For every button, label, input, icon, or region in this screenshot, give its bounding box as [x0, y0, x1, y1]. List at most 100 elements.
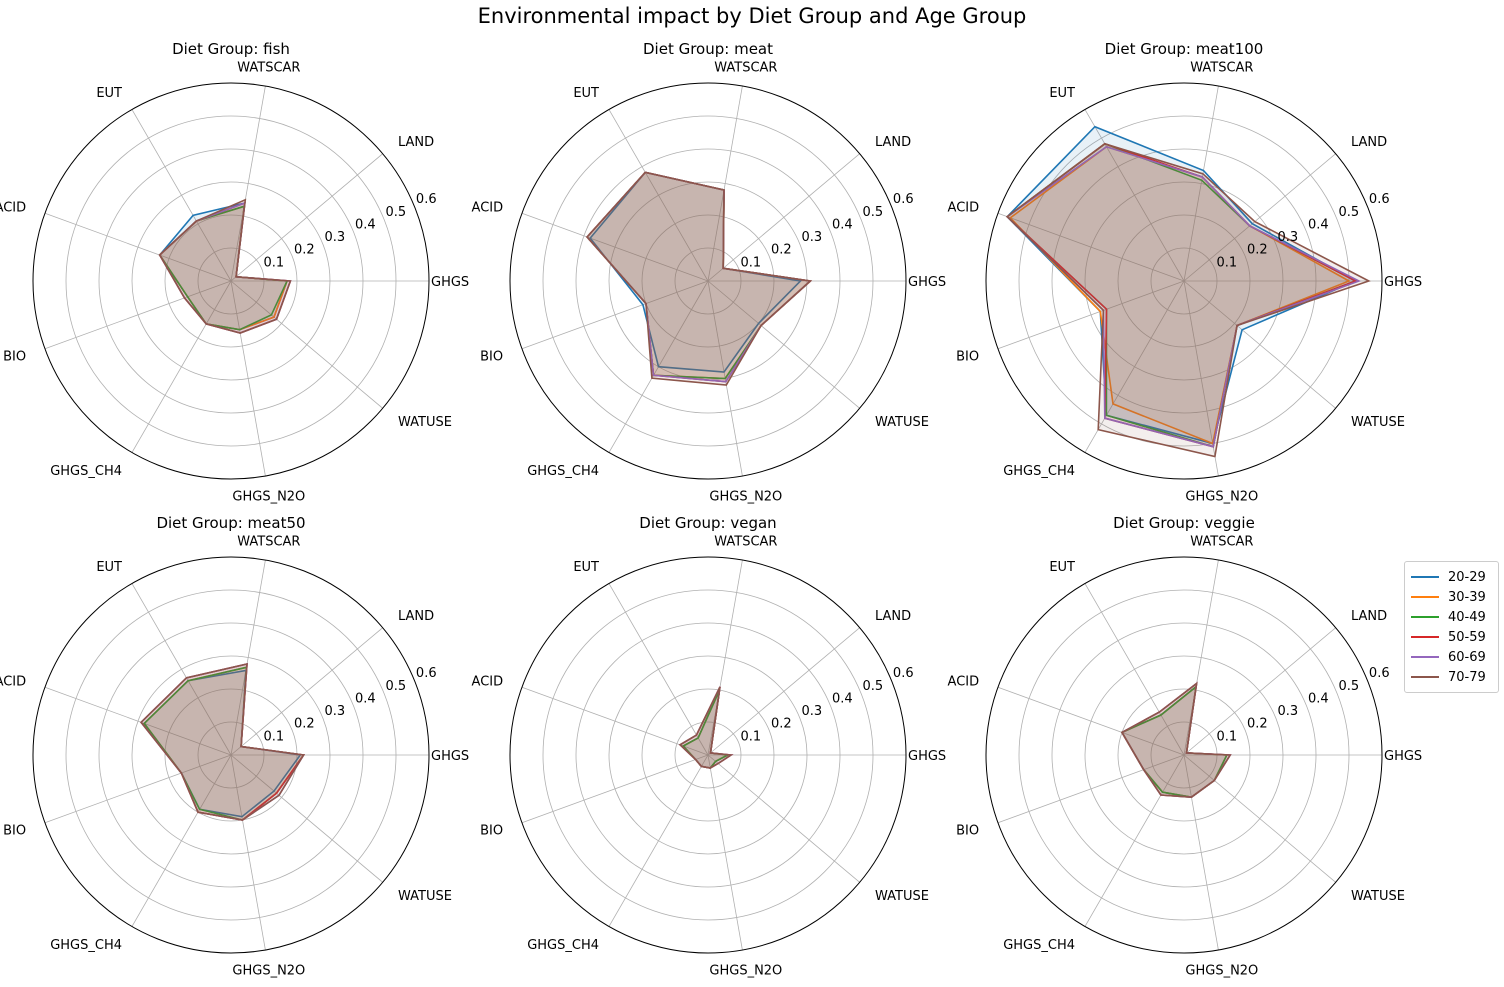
- axis-label: BIO: [3, 350, 26, 365]
- polar-frame: [32, 82, 430, 480]
- radial-tick-label: 0.4: [832, 691, 853, 706]
- radial-tick-label: 0.5: [862, 679, 883, 694]
- radial-tick-label: 0.5: [1338, 679, 1359, 694]
- axis-label: WATUSE: [398, 415, 452, 430]
- axis-spoke: [1183, 754, 1336, 883]
- legend-swatch: [1411, 676, 1439, 678]
- radial-tick-label: 0.1: [1216, 729, 1237, 744]
- polar-frame: [509, 556, 907, 954]
- legend-swatch: [1411, 656, 1439, 658]
- radial-tick-label: 0.3: [324, 704, 345, 719]
- panel-title: Diet Group: veggie: [1113, 514, 1255, 532]
- series-70-79: [586, 171, 813, 386]
- radial-tick-label: 0.3: [324, 230, 345, 245]
- axis-spoke: [997, 754, 1185, 824]
- axis-label: ACID: [948, 200, 980, 215]
- legend-label: 30-39: [1448, 589, 1486, 605]
- axis-spoke: [997, 686, 1185, 756]
- axis-spoke: [707, 754, 860, 883]
- axis-spoke: [131, 754, 232, 927]
- axis-label: GHGS_N2O: [709, 964, 782, 979]
- axis-label: ACID: [472, 200, 504, 215]
- legend-item: 70-79: [1411, 667, 1486, 687]
- axis-spoke: [131, 109, 232, 282]
- legend-item: 30-39: [1411, 587, 1486, 607]
- axis-label: WATSCAR: [1190, 534, 1253, 549]
- axis-label: LAND: [398, 135, 434, 150]
- axis-spoke: [1084, 109, 1185, 282]
- legend-label: 70-79: [1448, 669, 1486, 685]
- axis-label: GHGS_CH4: [527, 464, 599, 479]
- radial-tick-label: 0.1: [740, 729, 761, 744]
- radial-tick-label: 0.1: [1216, 255, 1237, 270]
- radial-tick-label: 0.2: [294, 717, 315, 732]
- axis-spoke: [608, 109, 709, 282]
- legend-label: 50-59: [1448, 629, 1486, 645]
- radial-tick-label: 0.5: [385, 679, 406, 694]
- radial-tick-label: 0.4: [832, 217, 853, 232]
- radial-tick-label: 0.3: [1277, 704, 1298, 719]
- radial-tick-label: 0.2: [1247, 717, 1268, 732]
- axis-spoke: [997, 212, 1185, 282]
- axis-label: LAND: [875, 135, 911, 150]
- axis-spoke: [707, 280, 860, 409]
- axis-spoke: [997, 280, 1185, 350]
- legend-item: 40-49: [1411, 607, 1486, 627]
- legend-item: 20-29: [1411, 567, 1486, 587]
- axis-label: LAND: [875, 609, 911, 624]
- radial-tick-label: 0.4: [1308, 691, 1329, 706]
- panel-title: Diet Group: meat100: [1105, 40, 1264, 58]
- axis-label: GHGS_N2O: [1185, 490, 1258, 505]
- axis-label: WATSCAR: [237, 60, 300, 75]
- axis-spoke: [131, 280, 232, 453]
- radial-tick-label: 0.6: [416, 666, 437, 681]
- legend-item: 50-59: [1411, 627, 1486, 647]
- radar-panel: 0.1 0.2 0.3 0.4 0.5 0.6 GHGS LAND WATSCAR EUT ACID…: [0, 514, 469, 979]
- radial-tick-label: 0.5: [1338, 205, 1359, 220]
- radial-tick-label: 0.2: [1247, 243, 1268, 258]
- legend-item: 60-69: [1411, 647, 1486, 667]
- axis-spoke: [44, 754, 232, 824]
- radar-panel: 0.1 0.2 0.3 0.4 0.5 0.6 GHGS LAND WATSCAR EUT ACID…: [472, 514, 947, 979]
- radial-tick-label: 0.6: [416, 192, 437, 207]
- radial-tick-label: 0.1: [263, 729, 284, 744]
- axis-spoke: [608, 754, 709, 927]
- axis-label: GHGS: [431, 749, 469, 764]
- series-70-79: [678, 686, 734, 769]
- axis-label: GHGS: [1384, 275, 1422, 290]
- axis-spoke: [1183, 754, 1219, 951]
- axis-label: ACID: [0, 200, 26, 215]
- polar-frame: [509, 82, 907, 480]
- axis-spoke: [1084, 754, 1185, 927]
- legend-label: 20-29: [1448, 569, 1486, 585]
- axis-spoke: [230, 280, 383, 409]
- radial-tick-label: 0.6: [1369, 666, 1390, 681]
- axis-spoke: [521, 686, 709, 756]
- axis-label: WATSCAR: [714, 60, 777, 75]
- axis-label: LAND: [1351, 135, 1387, 150]
- axis-spoke: [44, 280, 232, 350]
- axis-label: EUT: [1049, 560, 1075, 575]
- axis-spoke: [707, 559, 743, 756]
- axis-label: LAND: [398, 609, 434, 624]
- radar-panel: 0.1 0.2 0.3 0.4 0.5 0.6 GHGS LAND WATSCAR EUT ACID…: [948, 514, 1423, 979]
- axis-spoke: [707, 754, 743, 951]
- axis-label: ACID: [0, 674, 26, 689]
- axis-label: GHGS_N2O: [232, 964, 305, 979]
- radial-tick-label: 0.4: [355, 691, 376, 706]
- radar-panel: 0.1 0.2 0.3 0.4 0.5 0.6 GHGS LAND WATSCAR EUT ACID…: [0, 40, 469, 505]
- axis-spoke: [707, 85, 743, 282]
- radar-panel: 0.1 0.2 0.3 0.4 0.5 0.6 GHGS LAND WATSCAR EUT ACID…: [948, 40, 1423, 505]
- radial-tick-label: 0.2: [771, 717, 792, 732]
- axis-label: ACID: [948, 674, 980, 689]
- axis-spoke: [707, 153, 860, 282]
- axis-label: BIO: [956, 350, 979, 365]
- axis-spoke: [1084, 280, 1185, 453]
- radial-tick-label: 0.6: [893, 666, 914, 681]
- radial-tick-label: 0.1: [263, 255, 284, 270]
- axis-label: GHGS: [908, 275, 946, 290]
- axis-label: WATSCAR: [237, 534, 300, 549]
- axis-spoke: [1183, 280, 1336, 409]
- axis-spoke: [521, 754, 709, 824]
